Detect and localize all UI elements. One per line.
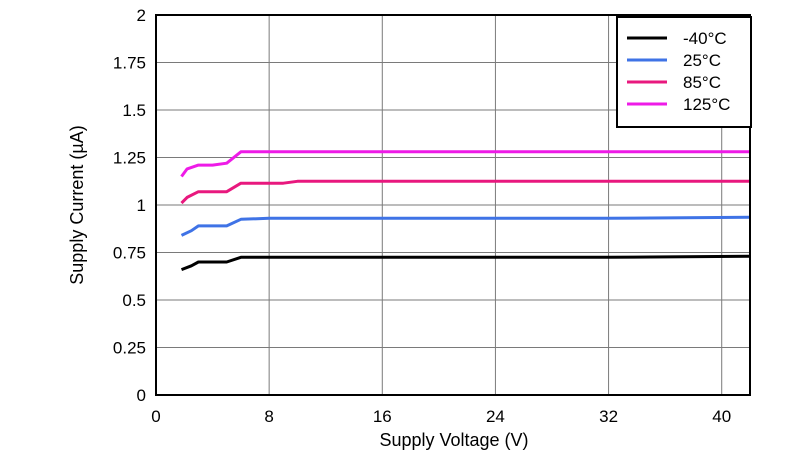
x-tick-label: 40	[712, 407, 731, 426]
y-tick-label: 2	[137, 6, 146, 25]
x-tick-labels: 0 8 16 24 32 40	[151, 407, 731, 426]
y-tick-label: 0.25	[113, 339, 146, 358]
legend-label: 125°C	[683, 95, 730, 114]
legend-label: 25°C	[683, 51, 721, 70]
x-tick-label: 24	[486, 407, 505, 426]
y-tick-labels: 0 0.25 0.5 0.75 1 1.25 1.5 1.75 2	[113, 6, 146, 405]
x-tick-label: 32	[599, 407, 618, 426]
y-tick-label: 1.75	[113, 54, 146, 73]
legend-label: 85°C	[683, 73, 721, 92]
series-line	[180, 179, 750, 205]
series-lines	[180, 150, 751, 272]
series-line	[180, 150, 750, 178]
series-line	[180, 215, 751, 237]
x-tick-label: 0	[151, 407, 160, 426]
x-axis-title: Supply Voltage (V)	[379, 430, 528, 450]
x-tick-label: 16	[373, 407, 392, 426]
y-tick-label: 0.75	[113, 244, 146, 263]
y-tick-label: 1.25	[113, 149, 146, 168]
legend-box	[616, 16, 752, 128]
y-tick-label: 0	[137, 386, 146, 405]
x-tick-label: 8	[264, 407, 273, 426]
y-tick-label: 0.5	[122, 291, 146, 310]
grid-lines	[156, 15, 750, 395]
legend: -40°C 25°C 85°C 125°C	[616, 16, 752, 128]
plot-frame	[155, 14, 751, 396]
y-axis-title: Supply Current (µA)	[67, 125, 87, 284]
series-line	[180, 254, 751, 272]
y-tick-label: 1.5	[122, 101, 146, 120]
legend-label: -40°C	[683, 29, 727, 48]
y-tick-label: 1	[137, 196, 146, 215]
